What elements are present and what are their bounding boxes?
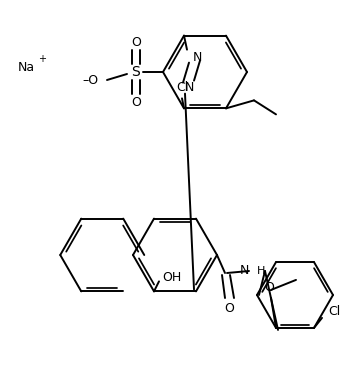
- Text: O: O: [131, 95, 141, 108]
- Text: N: N: [240, 263, 249, 276]
- Text: S: S: [131, 65, 139, 79]
- Text: O: O: [131, 36, 141, 49]
- Text: Cl: Cl: [328, 305, 340, 318]
- Text: Na: Na: [18, 60, 35, 73]
- Text: –O: –O: [83, 73, 99, 86]
- Text: O: O: [224, 302, 234, 315]
- Text: O: O: [264, 282, 274, 295]
- Text: H: H: [257, 266, 265, 276]
- Text: +: +: [38, 54, 46, 64]
- Text: N: N: [185, 81, 194, 94]
- Text: N: N: [193, 51, 202, 64]
- Text: OH: OH: [162, 271, 181, 284]
- Text: Cl: Cl: [176, 81, 188, 94]
